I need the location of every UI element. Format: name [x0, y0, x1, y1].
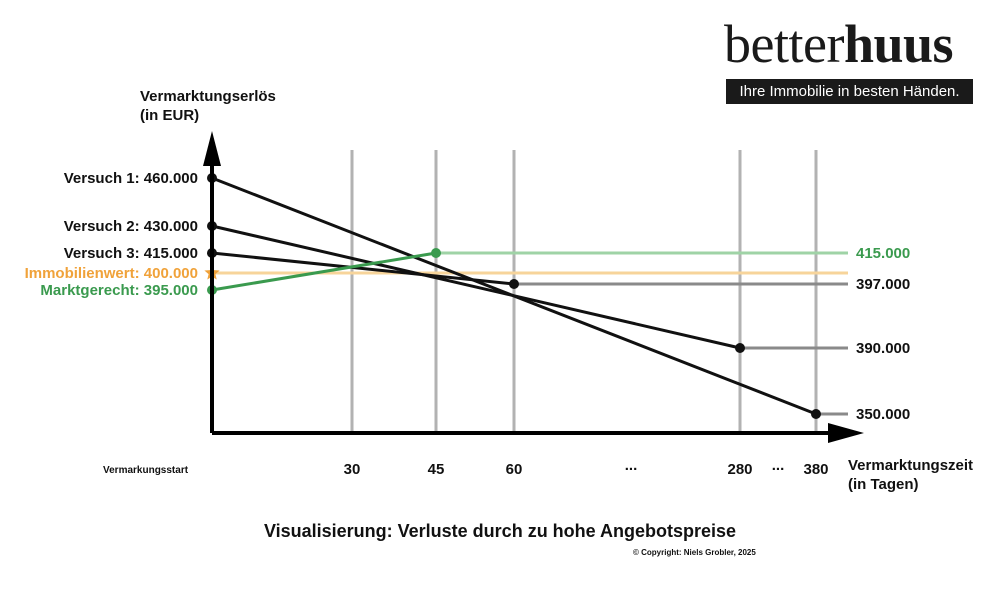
- x-start-label: Vermarkungsstart: [103, 465, 189, 476]
- x-axis-arrow-icon: [828, 423, 864, 443]
- series-2-end-point: [735, 343, 745, 353]
- x-axis-title: Vermarktungszeit (in Tagen): [848, 456, 973, 494]
- x-tick-label: 380: [803, 461, 828, 478]
- chart-caption: Visualisierung: Verluste durch zu hohe A…: [263, 521, 737, 541]
- series-4-end-label: 415.000: [856, 245, 910, 262]
- x-tick-label: 280: [727, 461, 752, 478]
- x-tick-label: ...: [625, 457, 638, 474]
- series-1-end-label: 350.000: [856, 406, 910, 423]
- series-1-start-label: Versuch 1: 460.000: [64, 170, 198, 187]
- logo-wordmark: betterhuus: [724, 14, 954, 74]
- y-axis-title-line1: Vermarktungserlös: [140, 88, 276, 105]
- x-axis-title-line2: (in Tagen): [848, 476, 919, 493]
- series-3-start-label: Versuch 3: 415.000: [64, 245, 198, 262]
- series-4-start-label: Marktgerecht: 395.000: [40, 282, 198, 299]
- y-axis-arrow-icon: [203, 131, 221, 166]
- series-4-line: [211, 251, 437, 292]
- series-3-end-label: 397.000: [856, 276, 910, 293]
- series-2-line: [211, 224, 741, 350]
- y-axis-title: Vermarktungserlös (in EUR): [140, 87, 276, 125]
- series-3-end-point: [509, 279, 519, 289]
- x-tick-label: 30: [344, 461, 361, 478]
- logo-word-light: better: [724, 14, 844, 74]
- logo-tagline: Ihre Immobilie in besten Händen.: [726, 79, 973, 104]
- logo-word-bold: huus: [843, 14, 954, 74]
- x-tick-label: 45: [428, 461, 445, 478]
- series-3-line: [211, 251, 515, 286]
- x-tick-label: 60: [506, 461, 523, 478]
- series-1-end-point: [811, 409, 821, 419]
- series-2-start-label: Versuch 2: 430.000: [64, 218, 198, 235]
- x-axis-title-line1: Vermarktungszeit: [848, 457, 974, 474]
- copyright-note: © Copyright: Niels Grobler, 2025: [633, 548, 756, 557]
- series-2-end-label: 390.000: [856, 340, 910, 357]
- x-tick-label: ...: [772, 457, 785, 474]
- reference-label: Immobilienwert: 400.000: [25, 265, 198, 282]
- y-axis-title-line2: (in EUR): [140, 107, 200, 124]
- series-4-end-point: [431, 248, 441, 258]
